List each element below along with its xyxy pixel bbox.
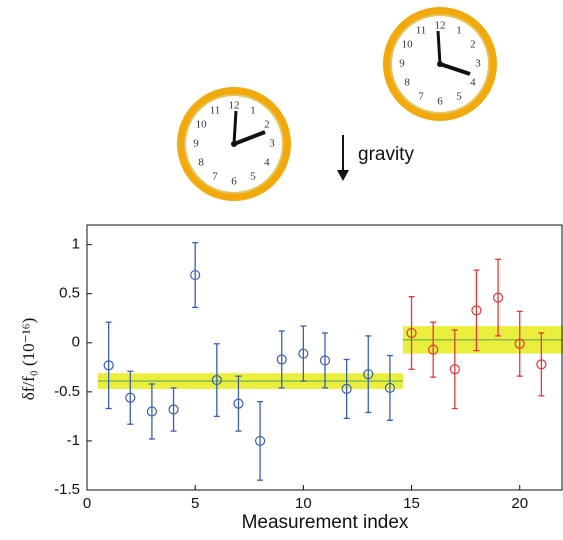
data-point [492,292,504,303]
clock-numeral: 11 [210,105,221,117]
clock-numeral: 9 [399,58,405,70]
clock-numeral: 11 [416,25,427,37]
clock-numeral: 2 [264,119,270,131]
clock-numeral: 9 [193,138,199,150]
hour-hand [439,62,471,76]
clock-numeral: 7 [212,170,218,182]
gravity-arrowhead [337,170,349,181]
data-point [428,344,439,355]
plot-frame [86,224,563,491]
y-tick-label: -1.5 [54,481,80,498]
data-point [536,359,547,370]
data-point [406,327,417,339]
hour-hand [233,130,266,146]
annotation: gravity [358,144,414,165]
clock-numeral: 1 [456,25,462,37]
clock-numeral: 5 [456,90,462,102]
minute-hand [436,30,442,65]
data-point [471,305,482,316]
x-tick-label: 20 [511,495,528,512]
y-tick-label: -1 [67,432,80,449]
data-point [146,406,158,417]
x-axis-label: Measurement index [242,512,409,533]
data-point [125,392,136,403]
x-tick-label: 5 [191,495,199,512]
clock-numeral: 2 [470,39,476,51]
clock-numeral: 6 [437,96,443,108]
data-point [254,435,266,447]
plot-area: -1.5-1-0.500.510 5 10 15 20 [54,224,563,512]
y-tick-label: 0 [72,334,80,351]
clock-hub [437,61,443,67]
clock-numeral: 4 [264,157,270,169]
minute-hand [232,110,238,145]
clock-numeral: 5 [250,170,256,182]
clock-numeral: 8 [198,157,204,169]
clock-numeral: 12 [229,100,240,112]
clock-numeral: 10 [402,39,414,51]
clock-numeral: 3 [269,138,275,150]
data-point [319,355,331,366]
clock-numeral: 7 [418,90,424,102]
data-point [363,369,374,380]
clock-hub [231,141,237,147]
data-point [211,374,222,386]
data-point [514,338,525,349]
clock-numeral: 6 [231,176,237,188]
y-tick-label: -0.5 [54,383,80,400]
clock-numeral: 8 [404,77,410,89]
y-tick-label: 0.5 [59,285,80,302]
y-tick-label: 1 [72,236,80,253]
clock-numeral: 3 [475,58,481,70]
clock-numeral: 4 [470,77,476,89]
x-tick-label: 15 [403,495,420,512]
data-point [298,348,309,359]
clock-numeral: 12 [435,20,446,32]
data-point [341,383,352,395]
data-point [190,269,201,281]
data-point [233,398,244,409]
x-tick-label: 0 [83,495,91,512]
clock-numeral: 1 [250,105,256,117]
clock-numeral: 10 [196,119,208,131]
data-point [103,360,114,371]
data-point [276,354,287,365]
data-point [384,382,396,394]
data-point [449,364,460,375]
y-axis-label: δf/f₀ (10⁻¹⁶) [19,318,38,401]
data-point [168,404,179,415]
x-tick-label: 10 [295,495,312,512]
